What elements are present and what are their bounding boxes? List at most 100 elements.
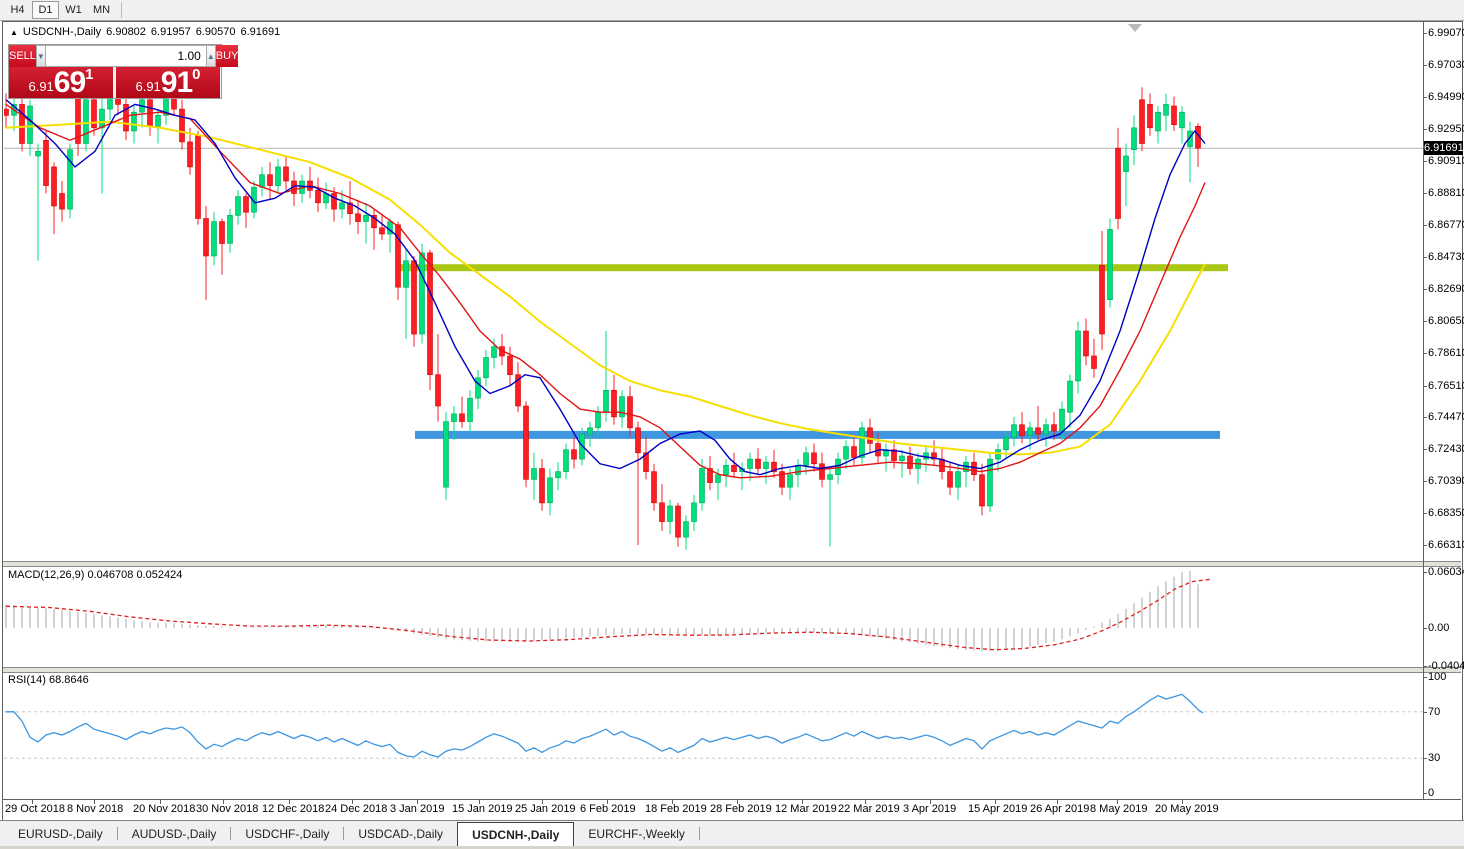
one-click-trading-widget: SELL ▼ ▲ BUY 6.91 69 1 6.91 91 0 — [8, 44, 239, 99]
date-axis-label: 22 Mar 2019 — [838, 803, 900, 815]
price-axis-tick — [1423, 544, 1427, 546]
price-axis-tick — [1423, 288, 1427, 290]
rsi-axis-tick — [1423, 677, 1427, 678]
collapse-triangle-icon[interactable]: ▲ — [10, 27, 18, 37]
macd-axis-label: 0.00 — [1428, 622, 1450, 634]
toolbar-separator — [121, 2, 123, 18]
price-axis-tick — [1423, 225, 1427, 227]
timeframe-d1-button[interactable]: D1 — [32, 1, 59, 19]
date-axis-tick — [930, 800, 931, 804]
price-axis-tick — [1423, 64, 1427, 66]
date-axis-label: 8 Nov 2018 — [67, 803, 124, 815]
chart-window-frame — [2, 21, 1463, 821]
date-axis-tick — [289, 800, 290, 804]
date-axis-tick — [417, 800, 418, 804]
macd-panel-splitter[interactable] — [3, 561, 1461, 567]
date-axis-label: 28 Feb 2019 — [710, 803, 772, 815]
price-axis-tick — [1423, 257, 1427, 259]
rsi-axis-label: 100 — [1428, 671, 1447, 683]
ma-slow-line — [5, 120, 1206, 456]
date-axis-label: 6 Feb 2019 — [580, 803, 636, 815]
volume-input[interactable] — [45, 45, 206, 67]
date-axis-label: 18 Feb 2019 — [645, 803, 707, 815]
price-axis-tick — [1423, 320, 1427, 322]
support-band-line[interactable] — [415, 430, 1220, 439]
tab-eurchf-weekly[interactable]: EURCHF-,Weekly — [588, 826, 685, 841]
price-axis-label: 6.86770 — [1428, 219, 1464, 232]
resistance-band-line[interactable] — [400, 264, 1228, 272]
date-axis-label: 8 May 2019 — [1090, 803, 1148, 815]
price-axis-label: 6.94990 — [1428, 90, 1464, 103]
volume-increase-button[interactable]: ▲ — [205, 45, 216, 67]
ma-fast-line — [5, 99, 1206, 476]
price-axis-label: 6.78610 — [1428, 346, 1464, 359]
price-axis-tick — [1423, 160, 1427, 162]
current-price-badge: 6.91691 — [1424, 141, 1464, 156]
date-axis-tick — [737, 800, 738, 804]
date-axis-tick — [672, 800, 673, 804]
price-axis-tick — [1423, 513, 1427, 514]
rsi-axis-label: 30 — [1428, 752, 1441, 765]
ohlc-close-value: 6.91691 — [240, 26, 281, 38]
date-axis-label: 24 Dec 2018 — [325, 803, 388, 815]
timeframe-toolbar: H4 D1 W1 MN — [0, 0, 1464, 21]
macd-axis-label: -0.040415 — [1428, 659, 1464, 672]
tab-usdchf-daily[interactable]: USDCHF-,Daily — [245, 826, 330, 841]
rsi-axis-label: 70 — [1428, 705, 1441, 718]
rsi-axis-tick — [1423, 758, 1427, 760]
sell-price-prefix: 6.91 — [28, 79, 54, 94]
timeframe-mn-button[interactable]: MN — [93, 4, 111, 16]
macd-layer — [5, 570, 1211, 652]
sell-price-button[interactable]: 6.91 69 1 — [9, 67, 113, 98]
macd-axis-tick — [1423, 628, 1427, 629]
date-axis-tick — [479, 800, 480, 804]
date-axis-label: 12 Dec 2018 — [262, 803, 325, 815]
ohlc-open-value: 6.90802 — [106, 26, 146, 38]
price-axis-label: 6.84730 — [1428, 251, 1464, 264]
chart-symbol-label: USDCNH-,Daily — [22, 26, 102, 38]
tab-separator — [230, 827, 232, 840]
timeframe-w1-button[interactable]: W1 — [65, 4, 82, 16]
rsi-panel-splitter[interactable] — [3, 667, 1461, 673]
tab-usdcnh-daily[interactable]: USDCNH-,Daily — [457, 822, 575, 846]
date-axis-tick — [32, 800, 33, 804]
date-axis-tick — [1057, 800, 1058, 804]
date-axis-tick — [865, 800, 866, 804]
date-axis-tick — [223, 800, 224, 804]
sell-price-big: 69 — [53, 66, 86, 99]
rsi-axis-tick — [1423, 793, 1427, 794]
date-axis-tick — [1117, 800, 1118, 804]
price-axis-label: 6.97030 — [1428, 58, 1464, 71]
price-axis-tick — [1423, 417, 1427, 419]
tab-separator — [116, 827, 118, 840]
date-axis-tick — [607, 800, 608, 804]
rsi-axis-label: 0 — [1428, 787, 1435, 799]
tab-usdcad-daily[interactable]: USDCAD-,Daily — [358, 826, 444, 841]
volume-decrease-button[interactable]: ▼ — [35, 45, 46, 67]
date-axis-tick — [160, 800, 161, 804]
scroll-to-end-marker-icon[interactable] — [1128, 24, 1142, 32]
timeframe-h4-button[interactable]: H4 — [10, 4, 25, 16]
buy-price-button[interactable]: 6.91 91 0 — [116, 67, 220, 98]
macd-indicator-label: MACD(12,26,9) 0.046708 0.052424 — [8, 569, 183, 581]
buy-button[interactable]: BUY — [215, 45, 239, 67]
ohlc-low-value: 6.90570 — [195, 26, 236, 38]
price-axis-label: 6.70390 — [1428, 475, 1464, 488]
price-axis-label: 6.74470 — [1428, 411, 1464, 424]
tab-eurusd-daily[interactable]: EURUSD-,Daily — [18, 826, 103, 841]
date-axis-tick — [352, 800, 353, 804]
macd-axis-label: 0.060342 — [1428, 566, 1464, 578]
price-axis-label: 6.99070 — [1428, 27, 1464, 39]
chart-tab-bar: EURUSD-,Daily AUDUSD-,Daily USDCHF-,Dail… — [0, 821, 1464, 846]
price-axis-label: 6.80650 — [1428, 314, 1464, 327]
price-axis-tick — [1423, 449, 1427, 451]
sell-button[interactable]: SELL — [9, 45, 36, 67]
tab-audusd-daily[interactable]: AUDUSD-,Daily — [131, 826, 217, 841]
sell-price-pip: 1 — [85, 66, 94, 83]
price-axis-label: 6.76510 — [1428, 379, 1464, 392]
tab-separator — [343, 827, 345, 840]
window-bottom-border — [0, 820, 1464, 821]
date-axis-tick — [542, 800, 543, 804]
